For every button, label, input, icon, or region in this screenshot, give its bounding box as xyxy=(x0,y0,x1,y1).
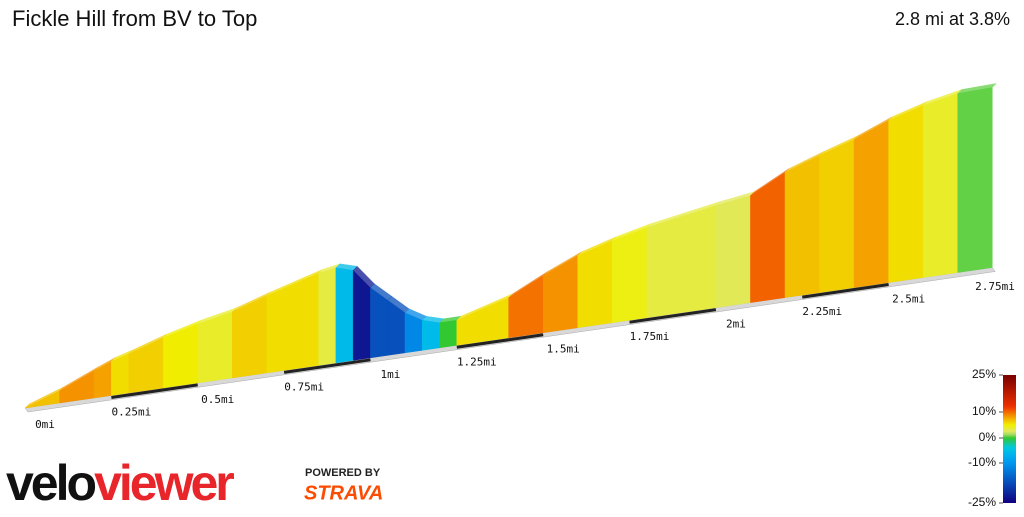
legend-label: 0% xyxy=(979,430,997,444)
profile-segment xyxy=(266,280,302,374)
legend-label: -10% xyxy=(968,455,996,469)
profile: 0mi 0.25mi 0.5mi 0.75mi 1mi 1.25mi 1.5mi 1.75mi… xyxy=(24,83,1015,431)
x-tick-label: 2.75mi xyxy=(975,280,1015,293)
profile-segment xyxy=(301,272,319,369)
profile-segment xyxy=(750,172,786,303)
profile-segment xyxy=(957,87,993,273)
x-tick-label: 1.25mi xyxy=(457,355,497,368)
x-tick-label: 1.75mi xyxy=(630,330,670,343)
logo-viewer: viewer xyxy=(94,455,234,511)
powered-by: POWERED BY xyxy=(305,467,381,479)
profile-segment xyxy=(370,287,388,359)
profile-segment xyxy=(922,93,958,278)
axis-band xyxy=(456,333,544,349)
profile-segment xyxy=(612,233,630,323)
x-tick-label: 0.5mi xyxy=(201,393,234,406)
profile-segment xyxy=(577,240,613,328)
profile-segment xyxy=(93,361,112,399)
profile-segment xyxy=(784,163,803,298)
profile-segment xyxy=(629,227,648,321)
logo-velo: velo xyxy=(6,455,96,511)
axis-band xyxy=(802,283,889,299)
profile-segment xyxy=(853,120,889,288)
profile-segment xyxy=(335,267,354,364)
profile-segment xyxy=(128,337,164,394)
strava: STRAVA xyxy=(304,482,383,504)
title: Fickle Hill from BV to Top xyxy=(12,6,257,31)
profile-segment xyxy=(439,319,458,349)
profile-segment xyxy=(646,216,682,318)
profile-segment xyxy=(819,139,855,293)
legend-label: -25% xyxy=(968,495,996,509)
profile-segment xyxy=(888,105,924,283)
profile-segment xyxy=(197,311,233,384)
x-tick-label: 2.25mi xyxy=(802,305,842,318)
profile-segment xyxy=(542,255,578,334)
axis-band xyxy=(283,358,371,374)
legend-label: 25% xyxy=(972,367,996,381)
x-tick-label: 2mi xyxy=(726,318,746,331)
x-tick-label: 1mi xyxy=(381,368,401,381)
profile-segment xyxy=(802,155,820,296)
axis-band xyxy=(629,308,717,324)
profile-segment xyxy=(422,320,440,351)
x-tick-label: 2.5mi xyxy=(892,293,925,306)
x-tick-label: 0.75mi xyxy=(284,380,324,393)
profile-segment xyxy=(318,267,337,366)
x-tick-label: 1.5mi xyxy=(547,343,580,356)
x-tick-label: 0mi xyxy=(35,418,55,431)
legend: 25% 10% 0% -10% -25% xyxy=(968,367,1016,509)
logo: veloviewer xyxy=(6,455,234,511)
legend-label: 10% xyxy=(972,404,996,418)
profile-segment xyxy=(111,353,129,396)
x-tick-label: 0.25mi xyxy=(111,405,151,418)
summary: 2.8 mi at 3.8% xyxy=(895,9,1010,29)
profile-segment xyxy=(681,205,717,313)
profile-segment xyxy=(715,195,751,308)
legend-bar xyxy=(1003,375,1016,503)
axis-band xyxy=(111,383,198,399)
